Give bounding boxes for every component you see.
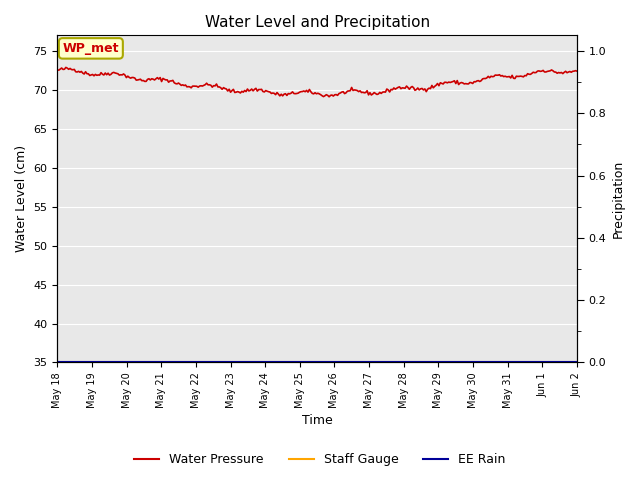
Y-axis label: Water Level (cm): Water Level (cm) [15, 145, 28, 252]
Y-axis label: Precipitation: Precipitation [612, 160, 625, 238]
Text: WP_met: WP_met [63, 42, 119, 55]
Legend: Water Pressure, Staff Gauge, EE Rain: Water Pressure, Staff Gauge, EE Rain [129, 448, 511, 471]
Title: Water Level and Precipitation: Water Level and Precipitation [205, 15, 429, 30]
X-axis label: Time: Time [302, 414, 333, 427]
